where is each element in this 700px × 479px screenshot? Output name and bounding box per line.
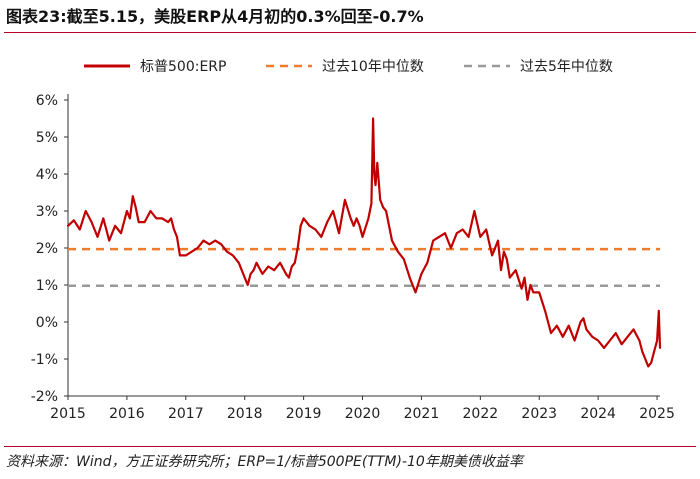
y-tick-label: 3%	[36, 204, 58, 220]
y-tick-label: 5%	[36, 130, 58, 146]
x-tick-label: 2015	[50, 406, 86, 422]
source-note: 资料来源：Wind，方正证券研究所；ERP=1/标普500PE(TTM)-10年…	[6, 454, 523, 470]
y-tick-label: 4%	[36, 167, 58, 183]
y-tick-label: -2%	[31, 389, 58, 405]
x-tick-label: 2024	[580, 406, 616, 422]
erp-line-chart: 标普500:ERP 过去10年中位数 过去5年中位数 -2% -1% 0% 1% 2% 3% 4…	[31, 59, 675, 422]
figure-title: 图表23:截至5.15，美股ERP从4月初的0.3%回至-0.7%	[6, 7, 424, 26]
legend-label-0: 标普500:ERP	[140, 59, 226, 75]
y-tick-label: -1%	[31, 352, 58, 368]
y-tick-label: 0%	[36, 315, 58, 331]
x-tick-label: 2022	[463, 406, 499, 422]
x-tick-label: 2017	[168, 406, 204, 422]
x-tick-label: 2021	[404, 406, 440, 422]
y-tick-label: 2%	[36, 241, 58, 257]
y-tick-label: 1%	[36, 278, 58, 294]
legend-label-1: 过去10年中位数	[322, 59, 424, 75]
source-divider	[4, 446, 696, 447]
x-tick-label: 2019	[286, 406, 322, 422]
title-divider	[4, 32, 696, 33]
chart-plot-area	[66, 117, 662, 368]
series-line-0	[66, 117, 662, 368]
legend-label-2: 过去5年中位数	[520, 59, 613, 75]
chart-ticks: -2% -1% 0% 1% 2% 3% 4% 5% 6% 2015 2016 2017 2018 2019…	[31, 93, 675, 422]
x-tick-label: 2018	[227, 406, 263, 422]
chart-axes	[67, 94, 660, 397]
x-tick-label: 2016	[109, 406, 145, 422]
chart-legend: 标普500:ERP 过去10年中位数 过去5年中位数	[84, 59, 613, 75]
x-tick-label: 2023	[521, 406, 557, 422]
x-tick-label: 2020	[345, 406, 381, 422]
x-tick-label: 2025	[639, 406, 675, 422]
y-tick-label: 6%	[36, 93, 58, 109]
